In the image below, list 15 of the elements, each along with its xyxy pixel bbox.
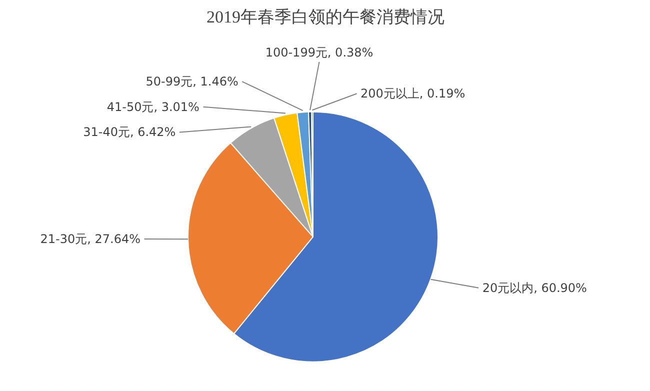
data-label: , 0.38% [327,45,374,60]
slice-label: 100-199元 [265,45,328,60]
slice-label: 41-50元 [106,100,154,114]
data-label: , 0.19% [419,86,466,101]
data-label: , 60.90% [534,280,587,295]
slice-label: 21-30元 [40,232,88,246]
chart-title: 2019年春季白领的午餐消费情况 [206,8,444,26]
slice-label: 20元以内 [482,280,534,295]
slice-label: 200元以上 [360,86,420,101]
data-label: , 6.42% [130,125,176,140]
data-label: , 3.01% [154,100,200,114]
data-label: , 1.46% [192,74,238,89]
slice-label: 31-40元 [83,125,130,140]
data-label: , 27.64% [87,232,141,246]
slice-label: 50-99元 [146,74,193,89]
